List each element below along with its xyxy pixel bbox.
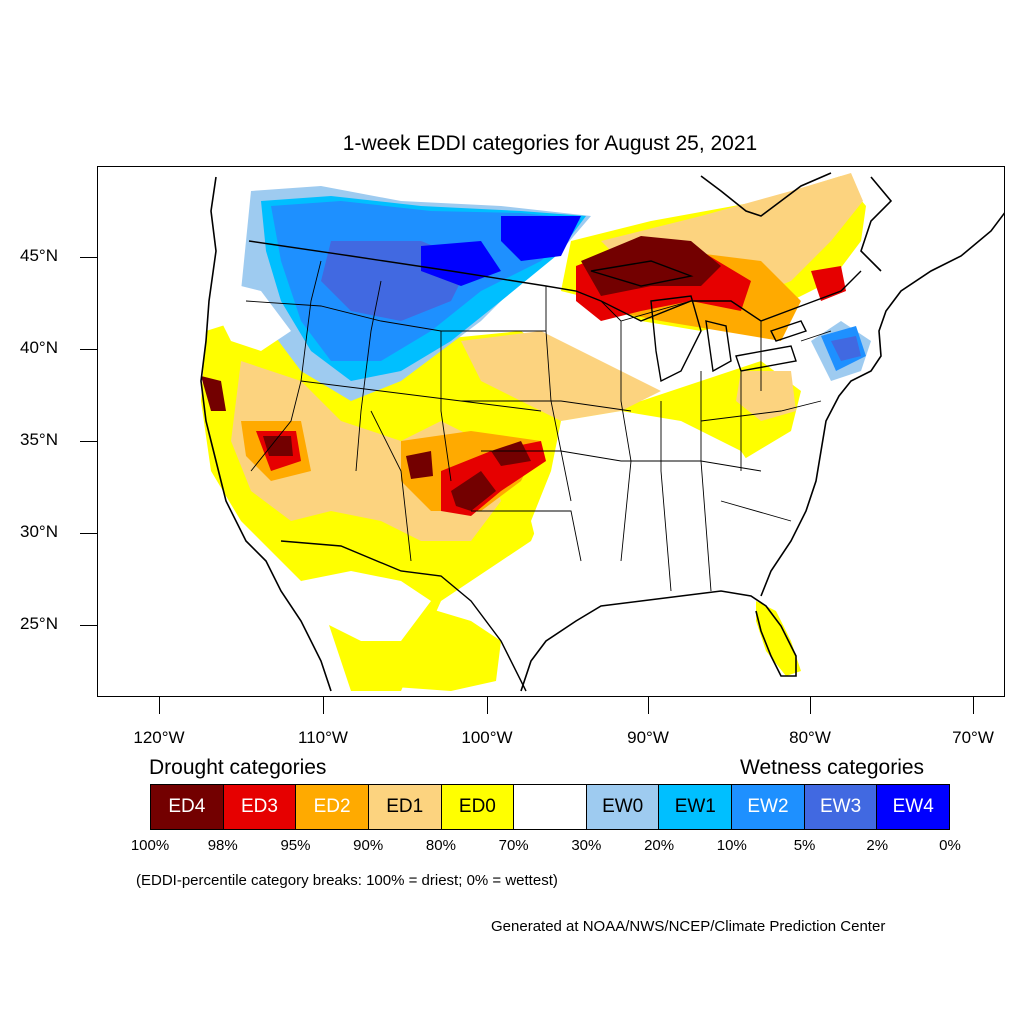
lon-tick	[159, 697, 160, 714]
region-ed4-oklahoma	[491, 441, 531, 466]
region-ed4-nevada	[263, 436, 293, 456]
lon-label-120: 120°W	[133, 728, 185, 747]
percent-break-label: 2%	[866, 837, 889, 854]
legend-box-ew3: EW3	[804, 785, 878, 829]
legend-box-ed1: ED1	[368, 785, 442, 829]
drought-categories-title: Drought categories	[149, 756, 327, 779]
map-title: 1-week EDDI categories for August 25, 20…	[342, 132, 758, 155]
legend-box-ed4: ED4	[151, 785, 224, 829]
international-borders	[248, 240, 862, 692]
lat-label-35: 35°N	[20, 430, 58, 449]
region-ed4-upper-midwest	[581, 236, 721, 296]
lat-tick	[80, 257, 97, 258]
percent-break-label: 10%	[716, 837, 747, 854]
lon-label-100: 100°W	[461, 728, 513, 747]
region-normal-west	[216, 281, 291, 351]
region-normal-central	[531, 411, 791, 601]
lat-tick	[80, 441, 97, 442]
region-ed0-florida	[756, 601, 801, 676]
lon-label-90: 90°W	[627, 728, 669, 747]
region-ed4-california	[201, 376, 226, 411]
percent-break-label: 0%	[939, 837, 961, 854]
region-normal-mexico	[301, 571, 431, 641]
percent-break-label: 20%	[644, 837, 675, 854]
category-legend: ED4 ED3 ED2 ED1 ED0 EW0 EW1 EW2 EW3 EW4	[150, 784, 950, 830]
legend-box-ed2: ED2	[296, 785, 369, 829]
lat-label-40: 40°N	[20, 338, 58, 357]
region-ed1-plains	[461, 331, 661, 421]
legend-box-ew4: EW4	[877, 785, 950, 829]
percent-break-label: 90%	[353, 837, 384, 854]
region-ew4-nd	[501, 216, 581, 261]
wetness-categories-title: Wetness categories	[740, 756, 925, 779]
percent-break-label: 30%	[571, 837, 602, 854]
percent-break-label: 95%	[280, 837, 311, 854]
lon-tick	[810, 697, 811, 714]
lon-tick	[323, 697, 324, 714]
percent-break-label: 98%	[207, 837, 238, 854]
lat-tick	[80, 349, 97, 350]
percent-break-label: 80%	[425, 837, 456, 854]
legend-box-ew1: EW1	[659, 785, 733, 829]
region-ed4-texas	[451, 471, 496, 511]
great-lakes	[590, 260, 807, 383]
legend-box-ed0: ED0	[441, 785, 515, 829]
percent-break-label: 70%	[498, 837, 529, 854]
lon-tick	[973, 697, 974, 714]
credit-line: Generated at NOAA/NWS/NCEP/Climate Predi…	[491, 918, 886, 935]
coastlines	[200, 172, 1004, 692]
region-ew3-ne	[831, 336, 861, 361]
legend-box-ed3: ED3	[223, 785, 297, 829]
lon-label-110: 110°W	[298, 728, 348, 747]
lat-tick	[80, 625, 97, 626]
map-canvas	[200, 172, 1004, 692]
lon-label-70: 70°W	[952, 728, 994, 747]
percent-break-label: 5%	[793, 837, 816, 854]
region-ew4-montana	[421, 241, 501, 286]
region-ed4-nm	[406, 451, 433, 479]
legend-box-normal	[514, 785, 587, 829]
state-lines	[245, 260, 832, 592]
lon-tick	[487, 697, 488, 714]
lon-label-80: 80°W	[789, 728, 831, 747]
percent-break-label: 100%	[130, 837, 170, 854]
lon-tick	[648, 697, 649, 714]
lat-label-25: 25°N	[20, 614, 58, 633]
lat-label-30: 30°N	[20, 522, 58, 541]
lat-tick	[80, 533, 97, 534]
region-ed1-ohio	[736, 371, 796, 421]
category-note: (EDDI-percentile category breaks: 100% =…	[136, 872, 558, 889]
lat-label-45: 45°N	[20, 246, 58, 265]
legend-box-ew0: EW0	[586, 785, 660, 829]
legend-box-ew2: EW2	[732, 785, 805, 829]
eddi-map	[97, 166, 1005, 697]
